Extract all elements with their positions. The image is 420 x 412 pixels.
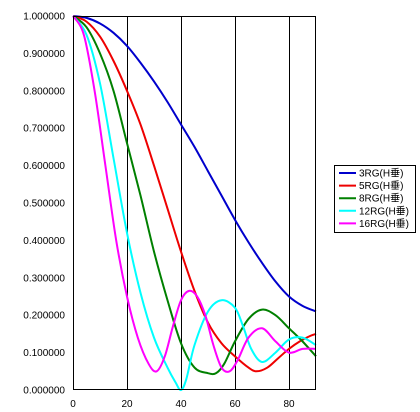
y-tick-label: 0.700000 [23, 124, 65, 135]
x-tick-label: 80 [283, 399, 295, 410]
y-tick-label: 0.000000 [23, 386, 65, 397]
y-tick-label: 0.100000 [23, 348, 65, 359]
x-tick-label: 0 [70, 399, 76, 410]
x-tick-label: 20 [121, 399, 133, 410]
y-tick-label: 1.000000 [23, 12, 65, 23]
legend-label: 12RG(H垂) [359, 205, 409, 217]
series-line [72, 15, 317, 376]
y-tick-label: 0.600000 [23, 161, 65, 172]
y-tick-label: 0.900000 [23, 49, 65, 60]
y-tick-label: 0.300000 [23, 273, 65, 284]
series-line [72, 15, 317, 392]
y-tick-label: 0.500000 [23, 199, 65, 210]
y-tick-label: 0.400000 [23, 236, 65, 247]
plot-area [73, 16, 316, 390]
legend-label: 16RG(H垂) [359, 218, 409, 230]
legend: 3RG(H垂)5RG(H垂)8RG(H垂)12RG(H垂)16RG(H垂) [334, 165, 416, 233]
x-tick-label: 40 [175, 399, 187, 410]
series-lines [72, 15, 317, 392]
legend-label: 3RG(H垂) [359, 168, 403, 180]
y-tick-label: 0.800000 [23, 86, 65, 97]
legend-label: 5RG(H垂) [359, 180, 403, 192]
legend-label: 8RG(H垂) [359, 193, 403, 205]
series-line [72, 15, 317, 313]
series-line [72, 15, 317, 373]
plot-border [73, 16, 316, 390]
x-tick-label: 60 [229, 399, 241, 410]
y-axis-tick-labels: 0.000000 0.100000 0.200000 0.300000 0.400000… [23, 12, 65, 397]
y-tick-label: 0.200000 [23, 311, 65, 322]
x-axis-tick-labels: 0 20 40 60 80 [70, 399, 295, 410]
legend-box [334, 165, 416, 233]
